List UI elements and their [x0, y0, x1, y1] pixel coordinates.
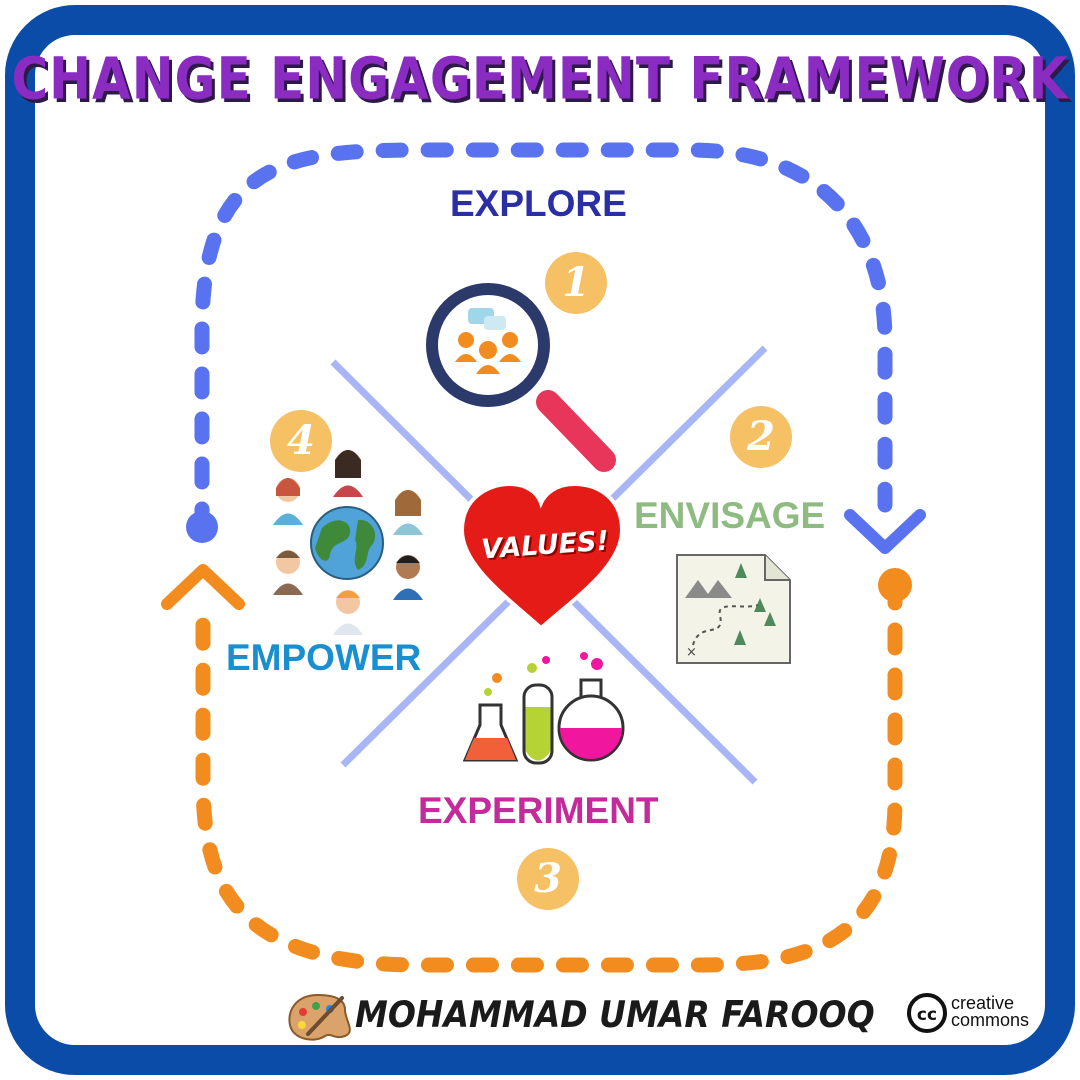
license-line-1: creative [951, 993, 1015, 1013]
phase-number-4-badge: 4 [270, 410, 332, 472]
svg-text:×: × [686, 645, 697, 660]
phase-number-1-badge: 1 [545, 252, 607, 314]
page-title: CHANGE ENGAGEMENT FRAMEWORK [11, 45, 1069, 113]
cc-icon: cc [907, 993, 947, 1033]
loop-blue-arrowhead [844, 509, 926, 554]
phase-number-2-badge: 2 [730, 406, 792, 468]
loop-orange-arrowhead [161, 564, 245, 610]
svg-text:cc: cc [917, 1005, 937, 1025]
person-avatar-3 [393, 490, 423, 535]
loop-orange-start-dot [878, 568, 912, 602]
phase-experiment-label: EXPERIMENT [418, 790, 659, 831]
person-avatar-2 [333, 450, 363, 497]
globe-people-icon [273, 450, 423, 635]
loop-blue-start-dot [186, 511, 218, 543]
loop-blue-path [194, 142, 893, 535]
license-line-2: commons [951, 1010, 1030, 1030]
magnifier-people-icon [426, 283, 616, 472]
person-avatar-5 [393, 555, 423, 600]
author-name: MOHAMMAD UMAR FAROOQ [355, 993, 875, 1036]
person-avatar-4 [273, 550, 303, 595]
treasure-map-icon: × [676, 554, 791, 664]
person-avatar-1 [273, 478, 303, 525]
phase-empower-label: EMPOWER [226, 637, 422, 678]
outer-frame [5, 5, 1075, 1075]
phase-explore-label: EXPLORE [450, 183, 627, 224]
person-avatar-6 [333, 590, 363, 635]
lab-flasks-icon [462, 652, 625, 765]
loop-orange-path [195, 577, 903, 973]
phase-envisage-label: ENVISAGE [634, 495, 826, 536]
phase-number-3-badge: 3 [517, 848, 579, 910]
heart-icon [459, 481, 625, 631]
palette-icon [288, 993, 351, 1041]
license-text: creative commons [951, 993, 1030, 1030]
